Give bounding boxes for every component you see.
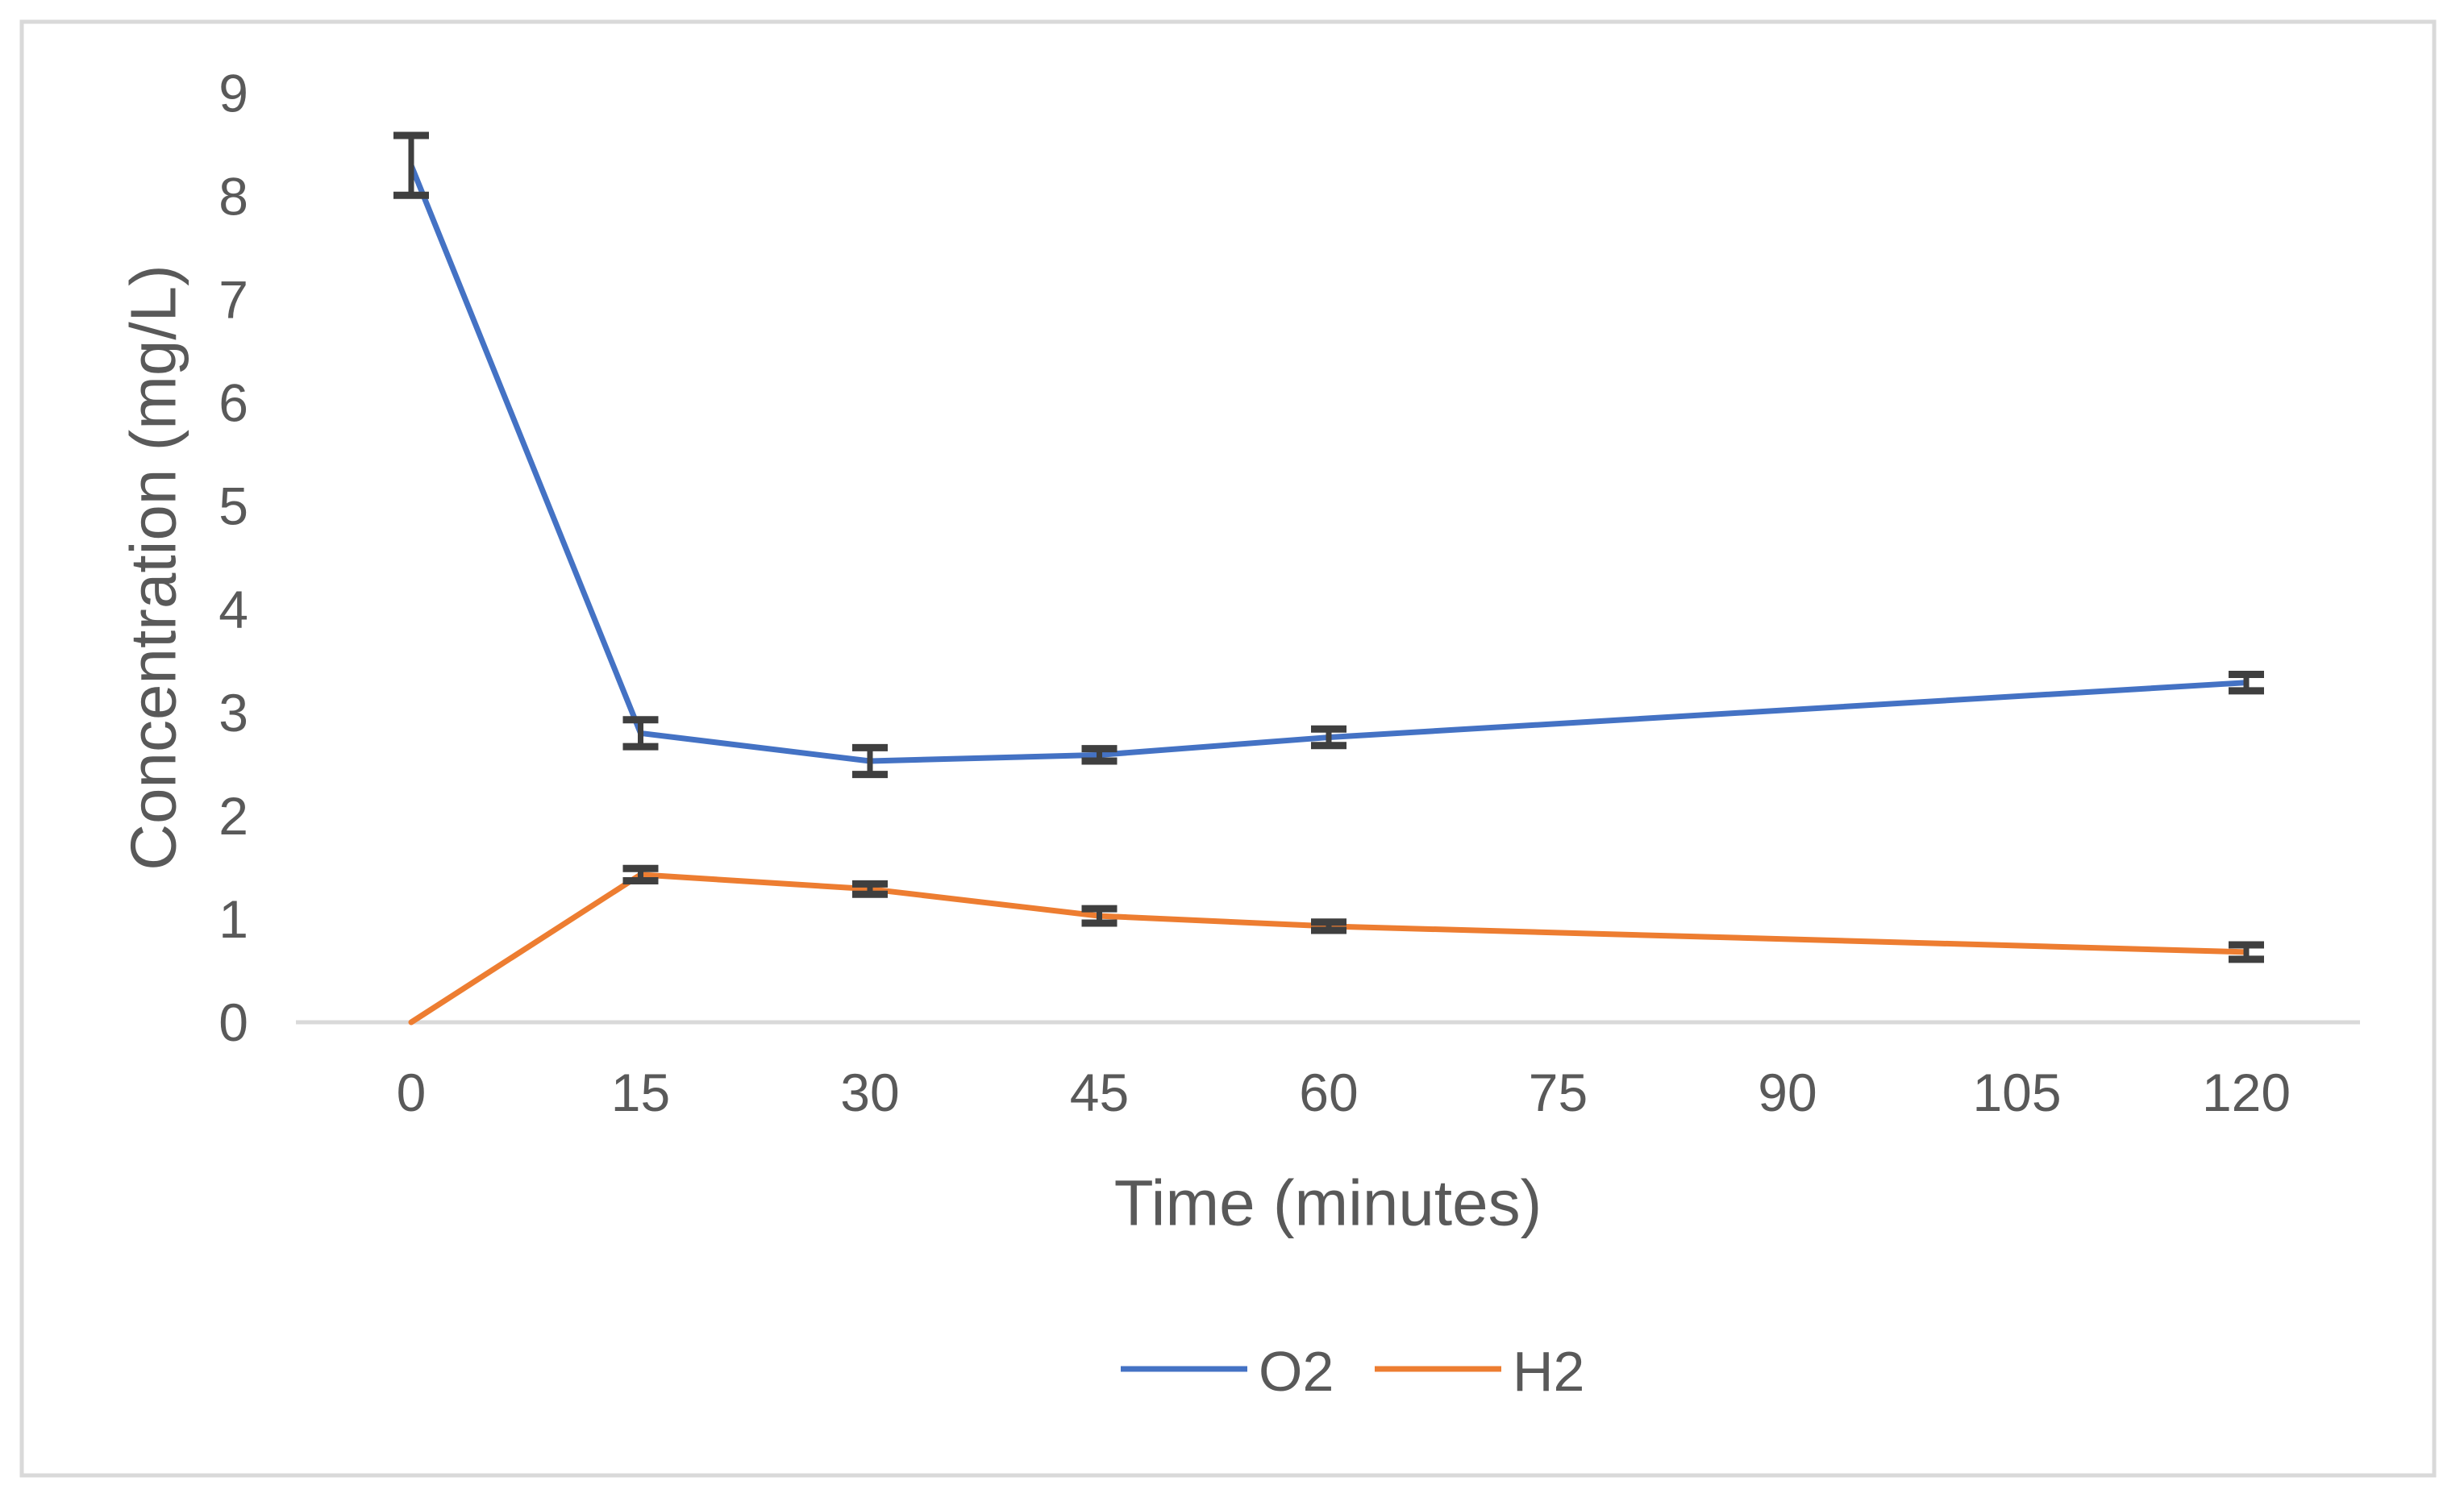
y-tick-label: 0 xyxy=(219,992,248,1052)
y-tick-label: 9 xyxy=(219,63,248,123)
error-bar-o2 xyxy=(1081,745,1118,765)
error-bar-o2 xyxy=(393,131,429,199)
y-tick-label: 1 xyxy=(219,889,248,949)
x-tick-label: 0 xyxy=(397,1063,427,1122)
legend-label-o2: O2 xyxy=(1259,1340,1334,1403)
x-tick-label: 90 xyxy=(1758,1063,1817,1122)
x-tick-label: 30 xyxy=(840,1063,899,1122)
x-tick-label: 45 xyxy=(1070,1063,1129,1122)
legend-label-h2: H2 xyxy=(1513,1340,1584,1403)
error-bar-o2 xyxy=(622,716,659,751)
error-bar-o2 xyxy=(1311,725,1346,750)
y-tick-label: 6 xyxy=(219,373,248,433)
chart-border xyxy=(19,19,2437,1478)
y-tick-label: 4 xyxy=(219,580,248,639)
legend-item-o2: O2 xyxy=(1121,1340,1334,1403)
x-tick-label: 120 xyxy=(2202,1063,2291,1122)
error-bar-h2 xyxy=(852,880,888,898)
series-line-o2 xyxy=(408,162,2250,764)
error-bar-h2 xyxy=(622,864,659,885)
x-axis-title: Time (minutes) xyxy=(1114,1167,1542,1239)
series-line-h2 xyxy=(408,872,2250,1025)
legend-item-h2: H2 xyxy=(1375,1340,1584,1403)
y-tick-label: 8 xyxy=(219,167,248,227)
error-bar-h2 xyxy=(1081,905,1118,927)
error-bar-h2 xyxy=(2229,941,2264,963)
y-axis-title: Concentration (mg/L) xyxy=(118,264,189,870)
y-tick-label: 2 xyxy=(219,786,248,846)
error-bar-o2 xyxy=(2229,670,2264,695)
x-tick-label: 60 xyxy=(1299,1063,1358,1122)
y-tick-label: 3 xyxy=(219,683,248,743)
x-tick-label: 105 xyxy=(1972,1063,2061,1122)
y-tick-label: 5 xyxy=(219,476,248,536)
error-bar-h2 xyxy=(1311,918,1346,934)
x-tick-label: 15 xyxy=(611,1063,670,1122)
y-tick-label: 7 xyxy=(219,270,248,330)
x-tick-label: 75 xyxy=(1529,1063,1588,1122)
error-bar-o2 xyxy=(852,743,888,779)
